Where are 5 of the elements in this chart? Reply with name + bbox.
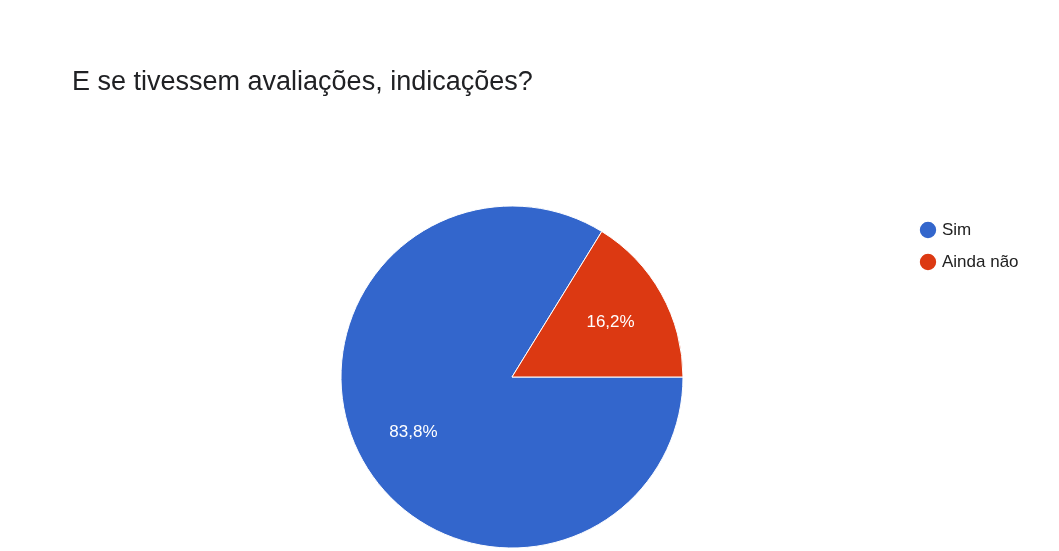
data-label: 83,8% <box>389 421 438 441</box>
chart-title: E se tivessem avaliações, indicações? <box>72 66 533 96</box>
legend-label: Sim <box>942 220 972 239</box>
legend-label: Ainda não <box>942 252 1019 271</box>
data-label: 16,2% <box>586 312 635 332</box>
